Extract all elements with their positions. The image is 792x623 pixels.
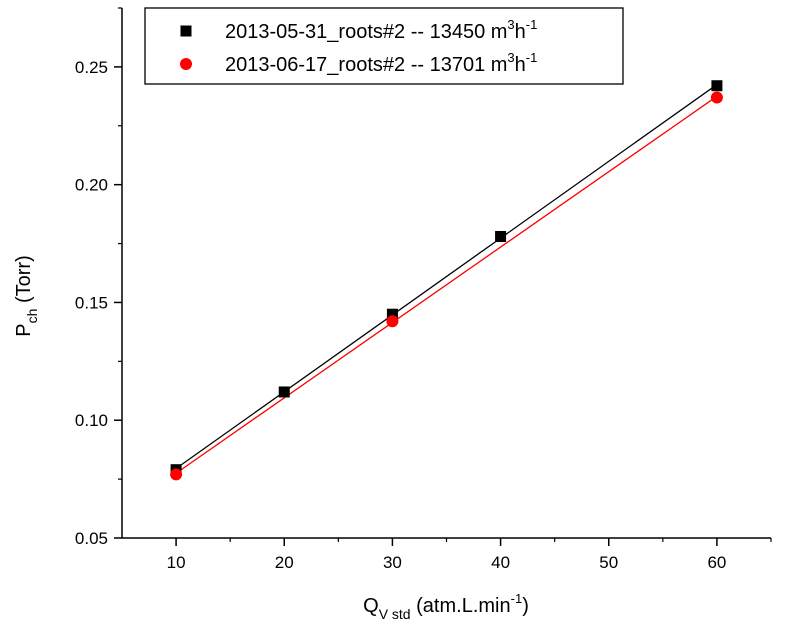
x-axis-title-main: Q bbox=[363, 595, 379, 617]
y-axis: 0.05 0.10 0.15 0.20 0.25 bbox=[75, 7, 122, 548]
x-axis-title-close: ) bbox=[522, 595, 529, 617]
fit-line-series-2 bbox=[175, 95, 718, 474]
legend-label-superscript: 3 bbox=[507, 50, 514, 65]
x-tick-label: 20 bbox=[275, 553, 294, 572]
legend-marker-series-2 bbox=[180, 58, 192, 70]
plot-frame bbox=[121, 8, 771, 539]
legend-label-text: 2013-05-31_roots#2 -- 13450 m bbox=[225, 21, 507, 43]
fit-line-series-1 bbox=[175, 84, 718, 470]
x-axis-title-subscript: V std bbox=[379, 606, 411, 622]
data-point-series-1 bbox=[386, 308, 398, 320]
legend-label-superscript: -1 bbox=[526, 17, 538, 32]
x-tick-label: 30 bbox=[383, 553, 402, 572]
y-axis-title: Pch (Torr) bbox=[13, 255, 40, 336]
data-point-series-1 bbox=[495, 230, 507, 242]
x-tick-label: 10 bbox=[167, 553, 186, 572]
x-axis-title-superscript: -1 bbox=[511, 591, 523, 606]
y-tick-label: 0.15 bbox=[75, 293, 108, 312]
y-axis-title-subscript: ch bbox=[24, 309, 40, 324]
y-axis-title-units: (Torr) bbox=[13, 255, 35, 308]
legend-label-text: h bbox=[515, 21, 526, 43]
x-axis-title: QV std (atm.L.min-1) bbox=[363, 591, 529, 622]
data-point-series-2 bbox=[170, 468, 183, 481]
y-tick-label: 0.25 bbox=[75, 58, 108, 77]
legend-label-superscript: 3 bbox=[507, 17, 514, 32]
axis-titles: QV std (atm.L.min-1) Pch (Torr) bbox=[13, 255, 529, 622]
x-axis-title-units: (atm.L.min bbox=[411, 595, 511, 617]
legend-label-text: 2013-06-17_roots#2 -- 13701 m bbox=[225, 54, 507, 76]
y-tick-label: 0.05 bbox=[75, 529, 108, 548]
y-axis-title-main: P bbox=[13, 323, 35, 336]
y-tick-label: 0.10 bbox=[75, 411, 108, 430]
legend-marker-series-1 bbox=[180, 25, 192, 37]
legend: 2013-05-31_roots#2 -- 13450 m3h-12013-06… bbox=[144, 7, 624, 85]
legend-box bbox=[144, 7, 624, 85]
y-tick-label: 0.20 bbox=[75, 176, 108, 195]
x-tick-label: 50 bbox=[599, 553, 618, 572]
data-point-series-1 bbox=[711, 80, 723, 92]
x-tick-label: 40 bbox=[491, 553, 510, 572]
legend-label-superscript: -1 bbox=[526, 50, 538, 65]
data-point-series-2 bbox=[710, 91, 723, 104]
data-point-series-2 bbox=[386, 315, 399, 328]
legend-label-series-2: 2013-06-17_roots#2 -- 13701 m3h-1 bbox=[225, 50, 537, 76]
fit-lines bbox=[175, 84, 718, 474]
x-tick-label: 60 bbox=[707, 553, 726, 572]
data-point-series-1 bbox=[278, 386, 290, 398]
legend-label-series-1: 2013-05-31_roots#2 -- 13450 m3h-1 bbox=[225, 17, 537, 43]
data-markers bbox=[170, 80, 723, 481]
x-axis: 10 20 30 40 50 60 bbox=[167, 538, 772, 572]
legend-label-text: h bbox=[515, 54, 526, 76]
